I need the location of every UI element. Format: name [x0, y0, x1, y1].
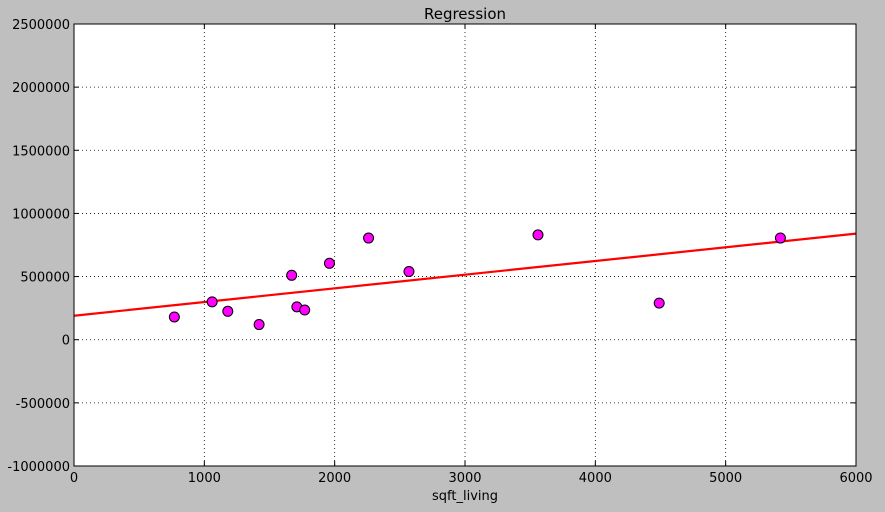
y-tick-label: -1000000	[7, 460, 70, 475]
data-point	[774, 232, 786, 244]
x-tick-label: 1000	[188, 471, 221, 486]
x-tick-label: 0	[70, 471, 78, 486]
data-point	[323, 257, 335, 269]
y-tick-label: 1000000	[12, 207, 70, 222]
data-point	[253, 319, 265, 331]
x-tick-label: 3000	[448, 471, 481, 486]
x-tick-label: 6000	[839, 471, 872, 486]
data-point	[286, 269, 298, 281]
y-tick-label: -500000	[16, 397, 70, 412]
regression-line	[73, 232, 857, 317]
data-point	[403, 266, 415, 278]
grid-lines	[74, 24, 856, 466]
data-point	[363, 232, 375, 244]
y-tick-label: 2000000	[12, 81, 70, 96]
x-tick-label: 4000	[579, 471, 612, 486]
axis-ticks	[73, 23, 857, 467]
y-tick-label: 500000	[20, 271, 70, 286]
chart-title: Regression	[424, 5, 506, 23]
data-point	[168, 311, 180, 323]
x-axis-label: sqft_living	[432, 489, 498, 504]
y-tick-labels: -1000000 -500000 0 500000 1000000 1500000 2000…	[7, 18, 70, 475]
x-tick-label: 5000	[709, 471, 742, 486]
data-point	[653, 297, 665, 309]
y-tick-label: 1500000	[12, 144, 70, 159]
data-point	[532, 229, 544, 241]
data-point	[222, 305, 234, 317]
regression-line-group	[73, 232, 857, 317]
x-tick-label: 2000	[318, 471, 351, 486]
data-point	[299, 304, 311, 316]
y-tick-label: 0	[62, 334, 70, 349]
x-tick-labels: 0 1000 2000 3000 4000 5000 6000	[70, 471, 873, 486]
y-tick-label: 2500000	[12, 18, 70, 33]
data-point	[206, 296, 218, 308]
data-points	[168, 229, 786, 331]
